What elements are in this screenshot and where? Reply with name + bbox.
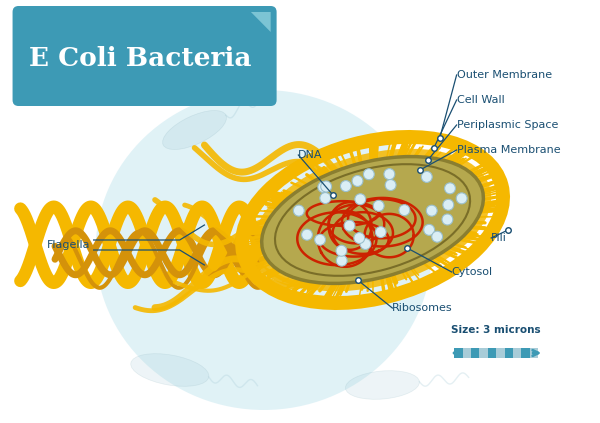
Text: Ribosomes: Ribosomes: [392, 303, 453, 313]
Polygon shape: [251, 12, 271, 32]
Circle shape: [293, 205, 304, 216]
Text: Cell Wall: Cell Wall: [457, 95, 505, 105]
Text: Periplasmic Space: Periplasmic Space: [457, 120, 558, 130]
Ellipse shape: [254, 149, 491, 291]
Circle shape: [354, 233, 365, 244]
Text: Outer Membrane: Outer Membrane: [457, 70, 552, 80]
Ellipse shape: [346, 371, 419, 399]
Ellipse shape: [262, 157, 484, 283]
Circle shape: [456, 193, 467, 204]
Circle shape: [373, 201, 384, 212]
Ellipse shape: [131, 354, 209, 386]
Bar: [471, 348, 479, 358]
FancyBboxPatch shape: [13, 6, 277, 106]
Text: DNA: DNA: [298, 150, 323, 160]
Circle shape: [375, 227, 386, 238]
Bar: [530, 348, 538, 358]
Circle shape: [442, 214, 453, 225]
Circle shape: [314, 234, 326, 245]
Circle shape: [424, 224, 434, 235]
Circle shape: [426, 205, 437, 216]
Circle shape: [344, 220, 355, 231]
Circle shape: [320, 192, 331, 203]
Circle shape: [302, 229, 313, 240]
Bar: [521, 348, 530, 358]
Circle shape: [321, 181, 332, 192]
Circle shape: [384, 169, 395, 180]
Circle shape: [364, 169, 374, 180]
Circle shape: [385, 179, 396, 190]
Circle shape: [360, 239, 371, 250]
Circle shape: [445, 183, 455, 194]
Circle shape: [355, 194, 366, 205]
Text: Flagella: Flagella: [47, 240, 91, 250]
Bar: [463, 348, 471, 358]
Text: Pili: Pili: [491, 233, 507, 243]
Text: E Coli Bacteria: E Coli Bacteria: [29, 46, 251, 71]
Circle shape: [443, 199, 454, 210]
Circle shape: [399, 205, 410, 216]
Circle shape: [340, 181, 352, 192]
Ellipse shape: [163, 110, 226, 149]
Text: Plasma Membrane: Plasma Membrane: [457, 145, 560, 155]
Circle shape: [352, 176, 363, 187]
Text: Size: 3 microns: Size: 3 microns: [451, 325, 541, 335]
Circle shape: [432, 231, 443, 242]
Text: Cytosol: Cytosol: [452, 267, 493, 277]
Bar: [505, 348, 513, 358]
Bar: [488, 348, 496, 358]
Circle shape: [318, 181, 329, 192]
Bar: [454, 348, 463, 358]
Ellipse shape: [95, 90, 432, 410]
Bar: [496, 348, 505, 358]
Circle shape: [336, 255, 347, 266]
Bar: [479, 348, 488, 358]
Circle shape: [336, 245, 347, 256]
Bar: [513, 348, 521, 358]
Circle shape: [421, 171, 432, 182]
